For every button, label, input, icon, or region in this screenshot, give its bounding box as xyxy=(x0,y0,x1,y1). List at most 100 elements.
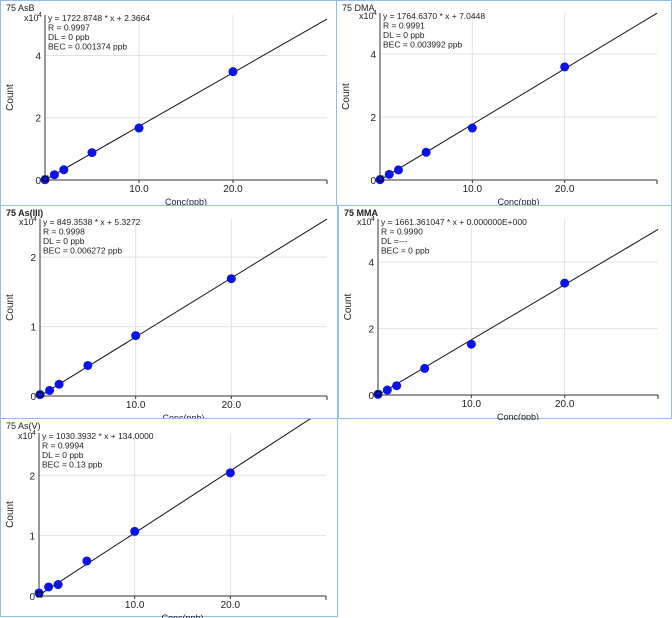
fit-annotation: DL = 0 ppb xyxy=(42,450,84,460)
y-tick-label: 1 xyxy=(29,532,35,543)
x-axis-label: Conc(ppb) xyxy=(161,613,203,618)
x-tick-label: 20.0 xyxy=(222,400,242,411)
y-multiplier-label: x10 xyxy=(18,431,33,441)
x-axis-label: Conc(ppb) xyxy=(497,197,539,207)
data-point xyxy=(54,379,64,389)
y-multiplier-label: x10 xyxy=(19,217,34,227)
x-axis-label: Conc(ppb) xyxy=(497,412,539,420)
y-tick-label: 0 xyxy=(30,392,36,403)
x-axis-label: Conc(ppb) xyxy=(165,197,207,207)
data-point xyxy=(44,582,54,592)
x-tick-label: 10.0 xyxy=(125,600,145,611)
y-tick-label: 2 xyxy=(35,114,41,125)
x-tick-label: 20.0 xyxy=(555,399,575,410)
blank-point-marker xyxy=(42,175,49,182)
data-point xyxy=(228,67,238,77)
chart-title: 75 DMA xyxy=(342,3,375,13)
fit-annotation: y = 1722.8748 * x + 2.3664 xyxy=(48,13,150,23)
calibration-panel-as-iii[interactable]: 10.0 20.0 0 1 2 x10 4 75 As(III) Conc(ppb) Count y… xyxy=(0,205,338,420)
y-tick-label: 2 xyxy=(30,253,36,264)
y-tick-label: 0 xyxy=(368,391,374,402)
data-point xyxy=(421,147,431,157)
x-tick-label: 10.0 xyxy=(126,400,146,411)
fit-annotation: DL = 0 ppb xyxy=(48,32,90,42)
y-multiplier-exponent: 4 xyxy=(32,430,36,437)
data-point xyxy=(392,381,402,391)
data-point xyxy=(59,165,69,175)
data-point xyxy=(467,123,477,133)
y-axis-label: Count xyxy=(5,501,16,528)
y-multiplier-exponent: 4 xyxy=(38,12,42,19)
x-tick-label: 20.0 xyxy=(223,184,243,195)
y-axis-label: Count xyxy=(341,83,352,110)
fit-annotation: BEC = 0.001374 ppb xyxy=(48,42,127,52)
y-axis-label: Count xyxy=(343,293,354,320)
fit-annotation: DL = 0 ppb xyxy=(383,30,425,40)
x-tick-label: 10.0 xyxy=(462,399,482,410)
x-tick-label: 20.0 xyxy=(555,184,575,195)
data-point xyxy=(49,170,59,180)
y-tick-label: 1 xyxy=(30,323,36,334)
y-tick-label: 2 xyxy=(370,113,376,124)
y-axis-label: Count xyxy=(5,84,16,111)
y-axis-label: Count xyxy=(5,294,16,321)
fit-annotation: R = 0.9998 xyxy=(43,227,85,237)
calibration-chart-as-iii: 10.0 20.0 0 1 2 x10 475 As(III) Conc(ppb) Count y… xyxy=(5,208,328,420)
chart-title: 75 MMA xyxy=(344,208,379,218)
blank-point-marker xyxy=(377,175,384,182)
y-tick-label: 4 xyxy=(35,51,41,62)
calibration-panel-asb[interactable]: 10.0 20.0 0 2 4 x10 4 75 AsB Conc(ppb) Count y = 1… xyxy=(0,0,338,207)
blank-point-marker xyxy=(36,591,43,598)
data-point xyxy=(130,526,140,536)
y-multiplier-label: x10 xyxy=(359,11,374,21)
y-tick-label: 0 xyxy=(370,176,376,187)
chart-title: 75 As(V) xyxy=(6,421,41,431)
calibration-panel-mma[interactable]: 10.0 20.0 0 2 4 x10 4 75 MMA Conc(ppb) Count y = 1… xyxy=(338,205,672,420)
y-tick-label: 0 xyxy=(29,592,35,603)
y-multiplier-label: x10 xyxy=(24,13,39,23)
blank-point-marker xyxy=(37,391,44,398)
fit-annotation: y = 1661.361047 * x + 0.000000E+000 xyxy=(381,217,527,227)
data-point xyxy=(45,385,55,395)
x-tick-label: 20.0 xyxy=(221,600,241,611)
y-multiplier-exponent: 4 xyxy=(33,216,37,223)
data-point xyxy=(466,339,476,349)
fit-annotation: R = 0.9991 xyxy=(383,21,425,31)
y-tick-label: 0 xyxy=(35,176,41,187)
data-point xyxy=(384,169,394,179)
fit-annotation: BEC = 0.006272 ppb xyxy=(43,246,122,256)
y-tick-label: 4 xyxy=(370,50,376,61)
fit-annotation: y = 1030.3932 * x + 134.0000 xyxy=(42,431,154,441)
fit-annotation: DL =--- xyxy=(381,236,408,246)
fit-annotation: y = 1764.6370 * x + 7.0448 xyxy=(383,11,485,21)
fit-annotation: R = 0.9990 xyxy=(381,227,423,237)
fit-annotation: R = 0.9994 xyxy=(42,441,84,451)
y-multiplier-exponent: 4 xyxy=(371,216,375,223)
chart-title: 75 As(III) xyxy=(6,208,43,218)
data-point xyxy=(131,331,141,341)
data-point xyxy=(226,274,236,284)
data-point xyxy=(225,468,235,478)
fit-annotation: BEC = 0 ppb xyxy=(381,246,430,256)
fit-annotation: R = 0.9997 xyxy=(48,23,90,33)
fit-annotation: BEC = 0.003992 ppb xyxy=(383,40,462,50)
y-multiplier-exponent: 4 xyxy=(373,10,377,17)
data-point xyxy=(83,360,93,370)
calibration-panel-as-v[interactable]: 10.0 20.0 0 1 2 x10 4 75 As(V) Conc(ppb) Count y =… xyxy=(0,418,338,618)
y-tick-label: 4 xyxy=(368,258,374,269)
x-tick-label: 10.0 xyxy=(129,184,149,195)
data-point xyxy=(420,363,430,373)
data-point xyxy=(82,556,92,566)
calibration-panel-dma[interactable]: 10.0 20.0 0 2 4 x10 4 75 DMA Conc(ppb) Count y = 1… xyxy=(336,0,672,207)
data-point xyxy=(382,385,392,395)
y-tick-label: 2 xyxy=(368,325,374,336)
y-tick-label: 2 xyxy=(29,471,35,482)
data-point xyxy=(393,165,403,175)
chart-title: 75 AsB xyxy=(6,3,35,13)
x-axis-label: Conc(ppb) xyxy=(162,413,204,420)
data-point xyxy=(560,278,570,288)
data-point xyxy=(87,148,97,158)
